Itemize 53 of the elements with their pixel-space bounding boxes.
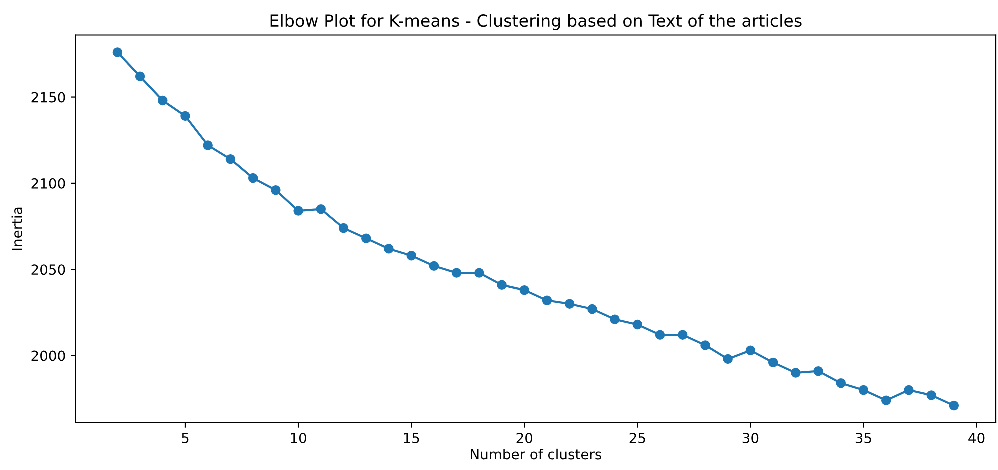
y-tick-label: 2100 <box>32 178 66 189</box>
point <box>520 285 530 296</box>
point <box>655 330 666 340</box>
point <box>294 206 304 216</box>
x-tick-label: 10 <box>291 432 306 444</box>
point <box>112 48 123 58</box>
x-tick-label: 40 <box>968 432 985 444</box>
y-tick-label: 2050 <box>32 264 66 276</box>
point <box>542 296 552 306</box>
point <box>158 96 168 106</box>
y-axis-title: Inertia <box>12 208 23 250</box>
point <box>768 358 778 368</box>
x-axis-title: Number of clusters <box>471 448 602 460</box>
point <box>384 244 394 254</box>
point <box>316 204 326 214</box>
x-tick-label: 35 <box>856 432 872 444</box>
point <box>700 340 710 350</box>
y-tick-label: 2000 <box>32 350 66 362</box>
x-tick-label: 5 <box>182 433 189 444</box>
point <box>746 346 756 356</box>
point <box>362 234 372 244</box>
point <box>452 268 462 278</box>
point <box>723 354 733 364</box>
x-tick-label: 20 <box>516 432 533 444</box>
point <box>814 366 824 376</box>
x-tick-label: 15 <box>404 433 420 444</box>
point <box>632 320 643 330</box>
x-tick-label: 25 <box>630 432 646 444</box>
point <box>588 304 598 314</box>
y-tick-label: 2150 <box>32 92 66 103</box>
x-tick-label: 30 <box>742 432 759 444</box>
point <box>180 111 190 122</box>
point <box>248 173 258 184</box>
point <box>791 368 801 378</box>
point <box>406 250 416 261</box>
point <box>474 268 484 278</box>
point <box>926 390 936 400</box>
point <box>429 261 440 272</box>
point <box>203 140 213 150</box>
point <box>949 400 960 411</box>
chart-title: Elbow Plot for K-means - Clustering based on Text of the articles <box>270 14 802 30</box>
point <box>564 299 575 309</box>
point <box>497 280 507 290</box>
point <box>881 396 892 406</box>
point <box>858 385 869 396</box>
point <box>338 223 349 234</box>
point <box>226 154 236 164</box>
point <box>678 330 688 340</box>
point <box>836 378 846 388</box>
point <box>610 314 620 324</box>
point <box>904 385 914 396</box>
point <box>135 72 146 82</box>
point <box>271 185 281 196</box>
